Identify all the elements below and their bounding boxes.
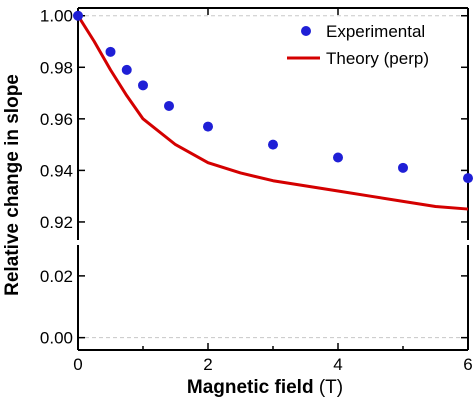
y-tick-label-0.96: 0.96	[40, 110, 73, 129]
x-tick-label-6: 6	[463, 355, 472, 374]
y-tick-label-0.94: 0.94	[40, 161, 73, 180]
y-axis-label: Relative change in slope	[2, 74, 23, 296]
y-tick-label-0.98: 0.98	[40, 58, 73, 77]
experimental-point-4	[164, 100, 174, 111]
legend-marker-experimental	[301, 26, 311, 36]
y-tick-label-1.00: 1.00	[40, 7, 73, 26]
legend-label-theory: Theory (perp)	[326, 49, 429, 68]
series-layer	[73, 10, 473, 211]
experimental-point-9	[463, 173, 473, 184]
y-tick-label-0.00: 0.00	[40, 329, 73, 348]
x-tick-label-4: 4	[333, 355, 342, 374]
y-tick-label-0.92: 0.92	[40, 213, 73, 232]
legend-label-experimental: Experimental	[326, 22, 425, 41]
x-axis-label: Magnetic field (T)	[187, 377, 343, 398]
legend: Experimental Theory (perp)	[287, 22, 429, 68]
x-tick-label-0: 0	[73, 355, 82, 374]
experimental-point-6	[268, 139, 278, 150]
experimental-point-3	[138, 80, 148, 91]
grid-layer	[78, 15, 468, 339]
experimental-point-5	[203, 121, 213, 132]
experimental-point-8	[398, 162, 408, 173]
experimental-point-2	[121, 64, 132, 75]
experimental-point-0	[73, 10, 83, 21]
ticks-layer: 0 2 4 6 1.00 0.98 0.96 0.94 0.92 0.02 0.00	[40, 7, 473, 374]
y-tick-label-0.02: 0.02	[40, 267, 73, 286]
experimental-point-1	[105, 46, 116, 57]
experimental-point-7	[333, 152, 343, 163]
x-tick-label-2: 2	[203, 355, 212, 374]
theory-curve	[76, 14, 469, 211]
